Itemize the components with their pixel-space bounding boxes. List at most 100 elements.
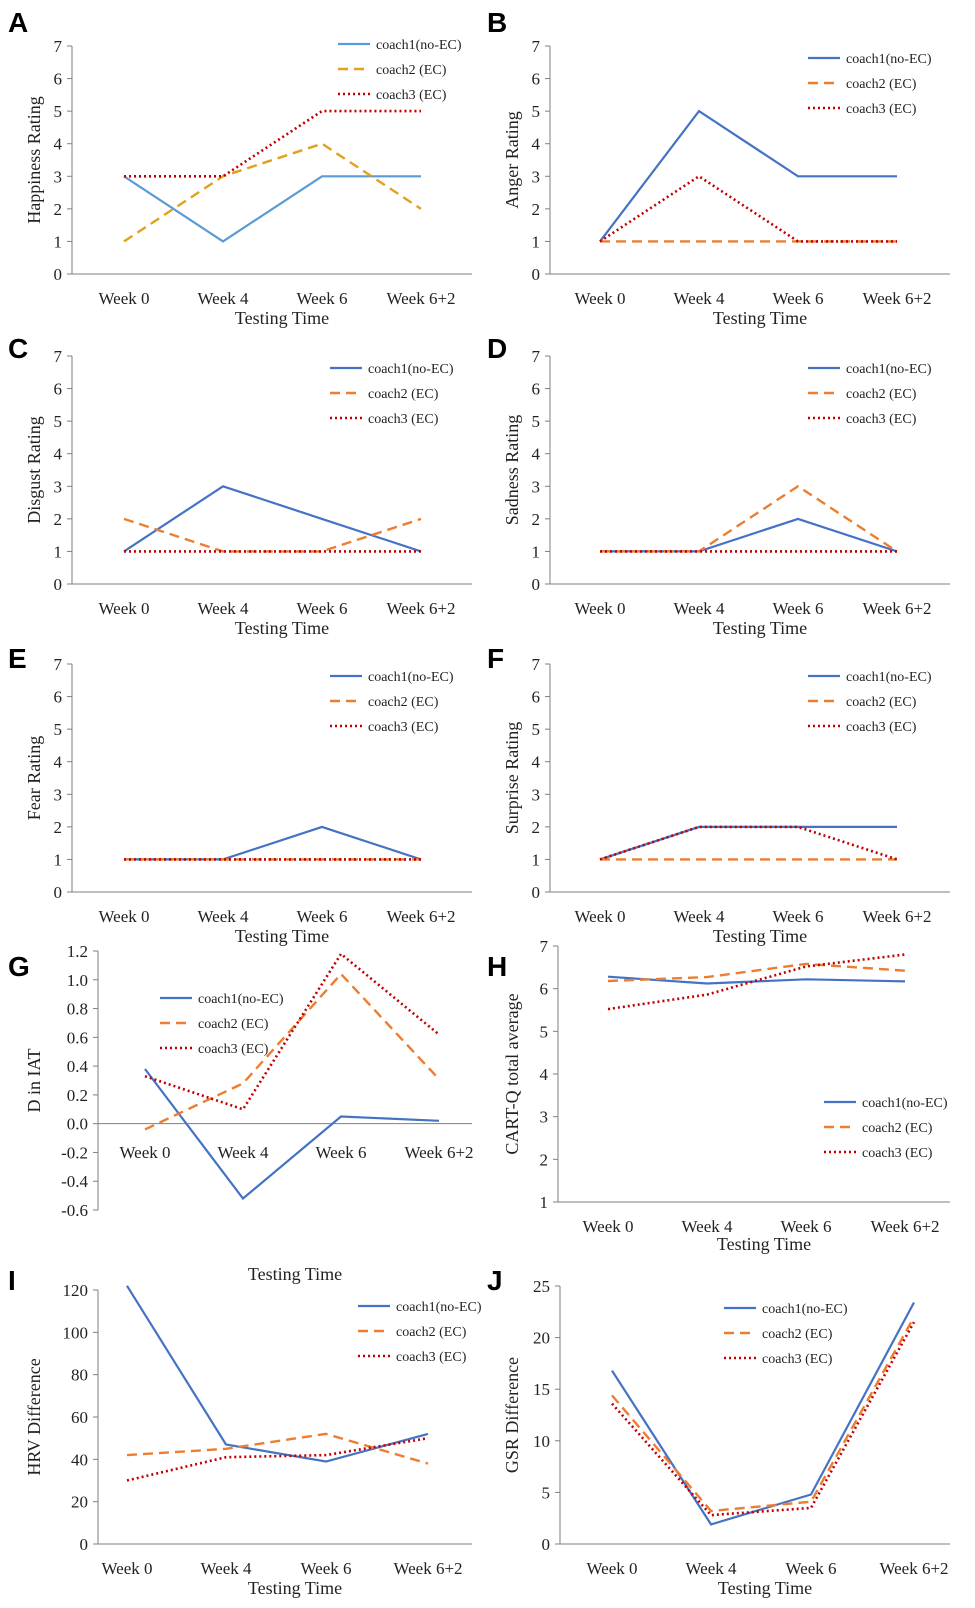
panel-e-letter: E	[8, 643, 27, 674]
panel-c-y-tick-label: 7	[54, 347, 63, 366]
panel-d-y-tick-label: 0	[532, 575, 541, 594]
panel-j-series-2-line	[611, 1316, 916, 1513]
panel-i-legend-label-3: coach3 (EC)	[396, 1350, 467, 1365]
panel-f-y-tick-label: 2	[532, 818, 541, 837]
panel-h-x-tick-label: Week 6	[780, 1217, 831, 1236]
panel-g-series-1-line	[144, 1068, 440, 1201]
panel-f-x-axis-title: Testing Time	[713, 926, 807, 946]
panel-f-x-tick-label: Week 6+2	[862, 907, 931, 926]
panel-i-x-axis-title: Testing Time	[248, 1578, 342, 1598]
panel-c-legend-label-3: coach3 (EC)	[368, 412, 439, 427]
panel-e-x-axis-title: Testing Time	[235, 926, 329, 946]
panel-d-y-tick-label: 5	[532, 412, 541, 431]
panel-a-legend-label-1: coach1(no-EC)	[376, 38, 462, 53]
panel-f-y-tick-label: 1	[532, 850, 541, 869]
panel-g-y-tick-label: -0.2	[61, 1143, 88, 1162]
panel-d-y-tick-label: 6	[532, 380, 541, 399]
panel-i-y-tick-label: 80	[71, 1366, 88, 1385]
panel-h-y-axis-title: CART-Q total average	[502, 993, 522, 1154]
panel-b-y-tick-label: 6	[532, 70, 541, 89]
panel-i-y-tick-label: 0	[80, 1535, 89, 1554]
panel-h-x-axis-title: Testing Time	[717, 1234, 811, 1254]
panel-d-series-1-line	[600, 517, 898, 553]
panel-b-x-tick-label: Week 4	[673, 289, 725, 308]
panel-g-x-tick-label: Week 4	[217, 1143, 269, 1162]
panel-g-series-2-line	[144, 972, 440, 1131]
panel-d-x-tick-label: Week 4	[673, 599, 725, 618]
panel-e-y-tick-label: 6	[54, 688, 63, 707]
panel-g-y-tick-label: -0.4	[61, 1172, 88, 1191]
panel-a-series-2-line	[123, 142, 422, 243]
panel-b-y-tick-label: 7	[532, 37, 541, 56]
panel-f-series-1-line	[599, 825, 897, 861]
panel-e-y-tick-label: 2	[54, 818, 63, 837]
panel-c-y-axis-title: Disgust Rating	[24, 416, 44, 524]
panel-a-x-tick-label: Week 4	[197, 289, 249, 308]
panel-j-letter: J	[487, 1265, 503, 1296]
panel-g-y-axis-title: D in IAT	[24, 1049, 44, 1113]
panel-e-legend-label-3: coach3 (EC)	[368, 720, 439, 735]
panel-b-series-3-line	[599, 174, 897, 243]
panel-b-y-tick-label: 5	[532, 102, 541, 121]
panel-d-x-tick-label: Week 6+2	[862, 599, 931, 618]
panel-d-x-axis-title: Testing Time	[713, 618, 807, 638]
panel-a-x-axis-title: Testing Time	[235, 308, 329, 328]
panel-f-legend-label-3: coach3 (EC)	[846, 720, 917, 735]
panel-d-x-tick-label: Week 0	[574, 599, 625, 618]
panel-c-y-tick-label: 0	[54, 575, 63, 594]
panel-b-legend-label-2: coach2 (EC)	[846, 77, 917, 92]
panel-i-y-tick-label: 60	[71, 1408, 88, 1427]
panel-d-y-tick-label: 2	[532, 510, 541, 529]
panel-g-y-tick-label: 1.2	[67, 942, 88, 961]
panel-g-y-tick-label: 0.2	[67, 1086, 88, 1105]
panel-a-y-tick-label: 2	[54, 200, 63, 219]
panel-e-x-tick-label: Week 0	[98, 907, 149, 926]
panel-a-y-axis-title: Happiness Rating	[24, 96, 44, 224]
panel-i-x-tick-label: Week 6+2	[393, 1559, 462, 1578]
panel-f-x-tick-label: Week 0	[574, 907, 625, 926]
panel-j-y-tick-label: 20	[533, 1329, 550, 1348]
panel-b-y-tick-label: 1	[532, 232, 541, 251]
panel-d-legend-label-1: coach1(no-EC)	[846, 362, 932, 377]
panel-c-y-tick-label: 1	[54, 542, 63, 561]
panel-b-letter: B	[487, 7, 507, 38]
panel-j-y-axis-title: GSR Difference	[502, 1357, 522, 1473]
panel-j-series-3-line	[611, 1321, 916, 1517]
panel-f-y-tick-label: 6	[532, 688, 541, 707]
panel-d-letter: D	[487, 333, 507, 364]
panel-h-y-tick-label: 6	[540, 980, 549, 999]
panel-a-y-tick-label: 1	[54, 232, 63, 251]
panel-e-y-tick-label: 0	[54, 883, 63, 902]
panel-a-series-1-line	[123, 175, 421, 243]
panel-h-x-tick-label: Week 0	[582, 1217, 633, 1236]
panel-c-legend-label-1: coach1(no-EC)	[368, 362, 454, 377]
panel-i-series-3-line	[126, 1436, 429, 1482]
panel-d-y-tick-label: 4	[532, 445, 541, 464]
panel-a-legend-label-3: coach3 (EC)	[376, 88, 447, 103]
panel-g-x-tick-label: Week 6	[315, 1143, 366, 1162]
panel-j-y-tick-label: 25	[533, 1277, 550, 1296]
panel-f-legend-label-2: coach2 (EC)	[846, 695, 917, 710]
panel-a-y-tick-label: 3	[54, 167, 63, 186]
panel-e-y-tick-label: 1	[54, 850, 63, 869]
panel-j-series-1-line	[611, 1301, 915, 1526]
panel-c-x-tick-label: Week 0	[98, 599, 149, 618]
panel-c-legend-label-2: coach2 (EC)	[368, 387, 439, 402]
panel-i-y-tick-label: 20	[71, 1493, 88, 1512]
panel-c-letter: C	[8, 333, 28, 364]
panel-c-y-tick-label: 6	[54, 380, 63, 399]
panel-b-y-tick-label: 3	[532, 167, 541, 186]
panel-h-legend-label-2: coach2 (EC)	[862, 1121, 933, 1136]
panel-j-y-tick-label: 5	[542, 1483, 551, 1502]
panel-g-y-tick-label: 0.4	[67, 1057, 89, 1076]
panel-g-x-axis-title: Testing Time	[248, 1264, 342, 1284]
panel-c-y-tick-label: 5	[54, 412, 63, 431]
panel-f-y-tick-label: 4	[532, 753, 541, 772]
panel-b-series-1-line	[599, 109, 897, 243]
panel-f-y-axis-title: Surprise Rating	[502, 722, 522, 835]
panel-a-x-tick-label: Week 0	[98, 289, 149, 308]
panel-a-x-tick-label: Week 6+2	[386, 289, 455, 308]
panel-f-x-tick-label: Week 6	[772, 907, 823, 926]
panel-e-y-axis-title: Fear Rating	[24, 736, 44, 820]
